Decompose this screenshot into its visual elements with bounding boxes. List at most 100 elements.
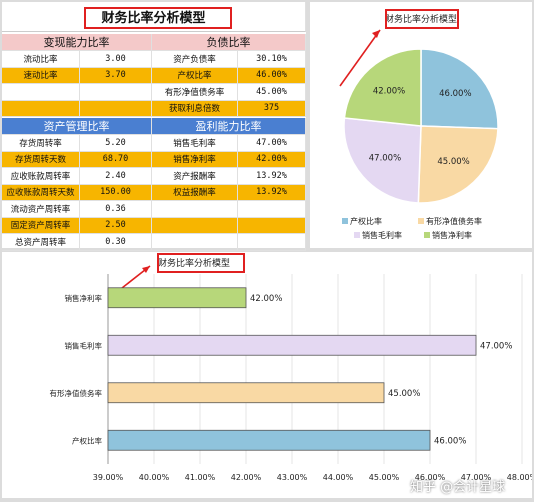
row-value: 2.50 [80, 217, 152, 234]
bar-rect [107, 287, 247, 309]
section-debt: 负债比率 [152, 34, 306, 51]
row-label: 流动比率 [2, 51, 80, 68]
bar-data-label: 45.00% [388, 389, 420, 399]
row-value: 47.00% [238, 135, 306, 152]
pie-arrow-line [339, 29, 381, 87]
pie-title: 财务比率分析模型 [385, 13, 457, 25]
bar-data-label: 42.00% [250, 294, 282, 304]
bar-tick-label: 48.00% [507, 473, 532, 482]
bar-tick-label: 46.00% [415, 473, 446, 482]
row-value: 30.10% [238, 51, 306, 68]
row-value: 2.40 [80, 168, 152, 185]
bar-chart: 财务比率分析模型 39.00% 40.00% 41.00% 42.00% 43.00% 44… [50, 253, 534, 482]
table-title: 财务比率分析模型 [2, 2, 306, 32]
bar-tick-label: 42.00% [231, 473, 262, 482]
row-label: 存货周转率 [2, 135, 80, 152]
row-label [152, 217, 238, 234]
row-label: 产权比率 [152, 67, 238, 84]
row-value: 5.20 [80, 135, 152, 152]
bar-tick-label: 41.00% [185, 473, 216, 482]
bar-arrow-head [142, 266, 150, 273]
row-value: 45.00% [238, 84, 306, 101]
row-label [2, 84, 80, 101]
pie-data-label: 47.00% [369, 153, 401, 163]
bar-category-label: 销售毛利率 [65, 340, 103, 350]
bar-tick-label: 45.00% [369, 473, 400, 482]
row-label: 获取利息倍数 [152, 100, 238, 117]
row-label [152, 234, 238, 251]
pie-data-label: 46.00% [439, 89, 471, 99]
row-label: 有形净值债务率 [152, 84, 238, 101]
row-value: 13.92% [238, 168, 306, 185]
row-label: 资产负债率 [152, 51, 238, 68]
row-value: 375 [238, 100, 306, 117]
row-value: 0.30 [80, 234, 152, 251]
pie-legend-swatch [342, 218, 348, 224]
pie-chart: 财务比率分析模型 46.00% 45.00% 47.00% 42.00% 产权比率 有形净值… [339, 9, 499, 240]
pie-slice [420, 48, 499, 130]
bar-tick-label: 43.00% [277, 473, 308, 482]
bar-chart-panel: 财务比率分析模型 39.00% 40.00% 41.00% 42.00% 43.00% 44… [2, 252, 534, 498]
bar-tick-label: 40.00% [139, 473, 170, 482]
pie-chart-panel: 财务比率分析模型 46.00% 45.00% 47.00% 42.00% 产权比率 有形净值… [310, 2, 532, 248]
row-label: 权益报酬率 [152, 184, 238, 201]
pie-slice [343, 117, 422, 204]
bar-title-highlight [157, 253, 245, 273]
ratio-table: 财务比率分析模型 变现能力比率 负债比率 资产管理比率 盈利能力比率 流动比率 3… [2, 2, 306, 251]
pie-slice [343, 48, 422, 127]
section-asset: 资产管理比率 [2, 118, 152, 135]
row-value: 3.70 [80, 67, 152, 84]
bar-category-label: 销售净利率 [65, 293, 103, 303]
section-liquidity: 变现能力比率 [2, 34, 152, 51]
bar-tick-label: 39.00% [93, 473, 124, 482]
row-label [2, 100, 80, 117]
pie-arrow-head [372, 30, 380, 38]
row-value [80, 84, 152, 101]
row-value: 0.36 [80, 201, 152, 218]
row-value: 68.70 [80, 151, 152, 168]
row-value: 150.00 [80, 184, 152, 201]
bar-rect [107, 334, 477, 356]
row-value: 46.00% [238, 67, 306, 84]
row-label: 固定资产周转率 [2, 217, 80, 234]
row-value [238, 217, 306, 234]
row-label: 存货周转天数 [2, 151, 80, 168]
bar-category-label: 产权比率 [72, 435, 102, 445]
bar-data-label: 47.00% [480, 341, 512, 351]
pie-legend-label: 有形净值债务率 [426, 216, 482, 226]
bar-tick-label: 47.00% [461, 473, 492, 482]
pie-slice [417, 125, 499, 204]
row-label: 销售净利率 [152, 151, 238, 168]
row-label: 总资产周转率 [2, 234, 80, 251]
row-label: 流动资产周转率 [2, 201, 80, 218]
bar-rect [107, 382, 385, 404]
pie-legend-label: 销售净利率 [432, 230, 472, 240]
row-label: 应收账款周转天数 [2, 184, 80, 201]
row-label [152, 201, 238, 218]
bar-category-label: 有形净值债务率 [50, 388, 103, 398]
bar-rect [107, 429, 431, 451]
row-label: 销售毛利率 [152, 135, 238, 152]
pie-data-label: 45.00% [437, 157, 469, 167]
pie-title-highlight [385, 9, 459, 29]
row-value: 42.00% [238, 151, 306, 168]
bar-title: 财务比率分析模型 [158, 257, 230, 269]
row-value: 13.92% [238, 184, 306, 201]
row-value: 3.00 [80, 51, 152, 68]
watermark: 知乎 @会计星球 [410, 480, 506, 495]
title-highlight-box [84, 7, 232, 29]
bar-tick-label: 44.00% [323, 473, 354, 482]
row-label: 资产报酬率 [152, 168, 238, 185]
pie-legend-label: 销售毛利率 [362, 230, 402, 240]
row-label: 应收账款周转率 [2, 168, 80, 185]
pie-legend-swatch [418, 218, 424, 224]
row-label: 速动比率 [2, 67, 80, 84]
section-profit: 盈利能力比率 [152, 118, 306, 135]
row-value [238, 234, 306, 251]
pie-data-label: 42.00% [373, 87, 405, 97]
pie-legend-swatch [424, 232, 430, 238]
row-value [238, 201, 306, 218]
row-value [80, 100, 152, 117]
bar-data-label: 46.00% [434, 436, 466, 446]
pie-legend-label: 产权比率 [350, 216, 382, 226]
